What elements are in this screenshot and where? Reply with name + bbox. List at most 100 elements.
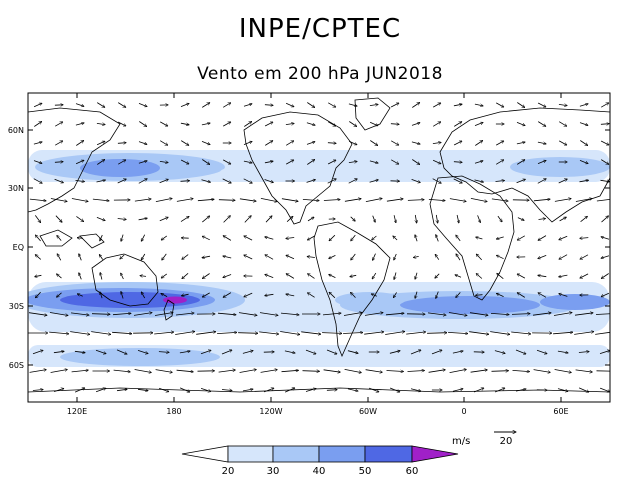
wind-vector-arrow [537,102,546,107]
wind-vector-arrow [474,122,483,126]
lon-label-120e: 120E [67,407,87,416]
wind-vector-arrow [580,216,588,223]
wind-vector-arrow [71,198,88,202]
wind-vector-arrow [141,292,146,299]
wind-vector-arrow [385,313,404,316]
wind-vector-arrow [96,180,106,183]
wind-vector-arrow [202,159,209,165]
wind-vector-arrow [415,272,418,280]
wind-vector-arrow [176,369,194,372]
wind-vector-arrow [75,103,84,107]
wind-vector-arrow [175,313,194,316]
wind-vector-arrow [350,216,356,221]
colorbar-bin-30-40 [272,445,320,463]
wind-vector-arrow [390,103,399,108]
wind-vector-arrow [323,200,340,201]
wind-vector-arrow [580,273,589,278]
wind-vector-arrow [175,332,195,335]
wind-vector-arrow [244,122,251,127]
wind-vector-arrow [76,141,83,146]
wind-vector-arrow [558,104,567,105]
wind-vector-arrow [53,351,64,352]
wind-vector-arrow [554,199,571,202]
wind-vector-arrow [223,159,231,164]
wind-vector-arrow [558,179,568,184]
wind-vector-arrow [351,234,356,241]
wind-vector-arrow [369,104,378,105]
wind-vector-arrow [427,312,446,315]
wind-vector-arrow [243,141,252,145]
wind-vector-arrow [453,104,462,106]
wind-vector-arrow [412,103,419,108]
wind-vector-arrow [496,102,504,107]
wind-vector-arrow [453,162,462,163]
wind-vector-arrow [238,312,257,316]
wind-vector-arrow [322,313,341,316]
colorbar-high-end [411,445,459,463]
wind-vector-arrow [55,215,62,223]
wind-vector-arrow [196,332,216,335]
wind-vector-arrow [221,350,232,355]
wind-vector-arrow [365,369,383,373]
wind-vector-arrow [160,121,168,126]
wind-vector-arrow [239,370,257,373]
wind-vector-arrow [71,370,89,373]
wind-vector-arrow [117,102,126,108]
wind-vector-arrow [580,254,589,259]
wind-vector-arrow [260,370,278,373]
wind-vector-arrow [285,123,294,124]
wind-vector-arrow [427,333,447,334]
wind-vector-arrow [497,215,502,222]
wind-vector-arrow [162,253,167,260]
wind-vector-arrow [34,215,40,222]
wind-vector-arrow [159,140,168,146]
wind-vector-arrow [415,235,418,242]
wind-vector-arrow [406,332,426,335]
wind-vector-arrow [35,235,41,242]
wind-vector-arrow [448,332,468,333]
wind-vector-arrow [112,332,132,333]
wind-vector-arrow [449,369,467,373]
wind-vector-arrow [75,160,84,165]
wind-vector-arrow [559,274,568,277]
wind-vector-arrow [475,141,482,146]
wind-vector-arrow [595,331,610,335]
wind-vector-arrow [580,238,589,239]
wind-vector-arrow [161,235,168,240]
wind-vectors [28,102,610,393]
wind-vector-arrow [182,272,189,278]
wind-vector-arrow [495,181,505,182]
wind-vector-arrow [537,121,546,127]
wind-vector-arrow [76,216,83,221]
wind-vector-arrow [411,141,420,144]
wind-vector-arrow [432,122,441,127]
wind-vector-arrow [575,369,593,372]
wind-vector-arrow [154,313,173,316]
wind-vector-arrow [457,214,459,223]
wind-vector-arrow [286,294,295,297]
lat-label-30n: 30N [8,184,24,193]
wind-vector-arrow [264,141,273,146]
wind-vector-arrow [365,198,382,202]
wind-vector-arrow [327,102,336,107]
wind-vector-arrow [327,179,337,184]
wind-speed-shading [28,150,610,367]
wind-vector-arrow [344,369,362,372]
wind-vector-arrow [491,198,508,201]
wind-vector-arrow [218,370,236,373]
wind-vector-arrow [435,254,440,260]
wind-vector-arrow [28,312,47,316]
wind-vector-arrow [385,332,405,335]
wind-vector-arrow [327,160,336,165]
wind-vector-arrow [223,236,232,241]
wind-vector-arrow [373,253,376,261]
wind-vector-arrow [453,141,462,146]
wind-vector-arrow [515,349,526,354]
wind-vector-arrow [452,389,463,392]
wind-vector-arrow [432,178,442,184]
wind-vector-arrow [158,387,169,391]
wind-vector-arrow [574,313,593,316]
wind-vector-arrow [574,332,594,335]
wind-vector-arrow [57,292,62,297]
wind-vector-arrow [494,350,505,354]
